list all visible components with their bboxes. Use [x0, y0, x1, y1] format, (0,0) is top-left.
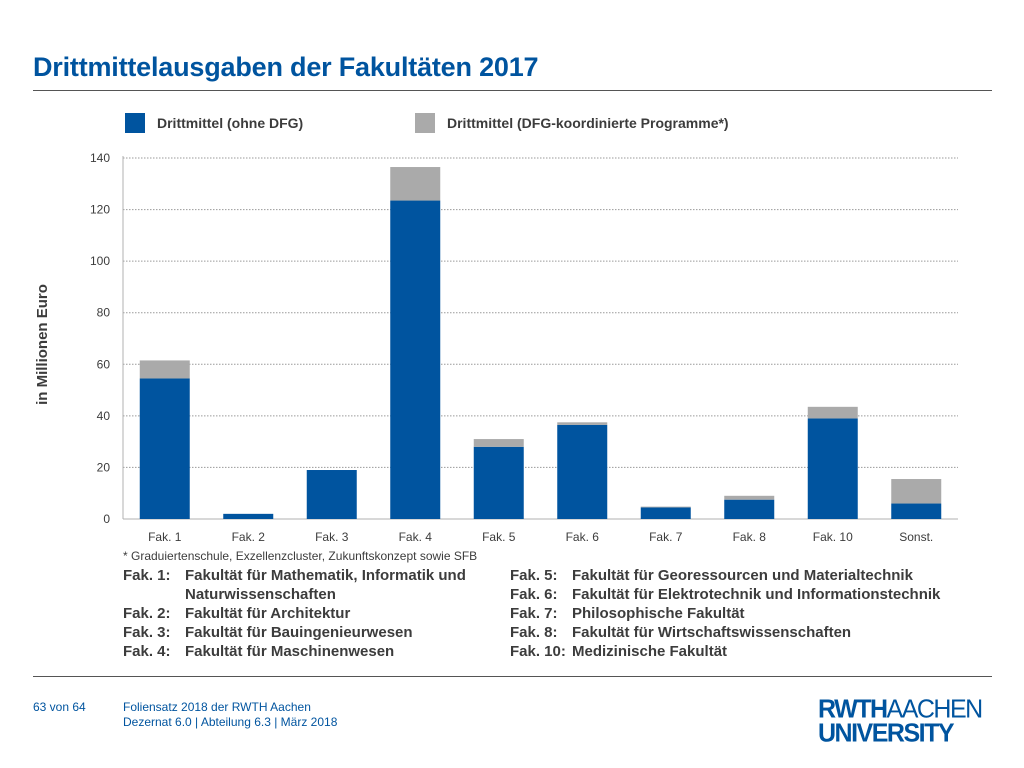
faculty-legend-item: Fak. 10: Medizinische Fakultät [510, 642, 970, 661]
y-tick-label: 60 [97, 357, 111, 371]
legend-swatch [415, 113, 435, 133]
footer-text: Foliensatz 2018 der RWTH Aachen Dezernat… [123, 700, 337, 730]
faculty-code: Fak. 3: [123, 624, 171, 641]
faculty-legend-item: Fak. 7: Philosophische Fakultät [510, 604, 970, 623]
faculty-name: Fakultät für Elektrotechnik und Informat… [572, 586, 941, 603]
y-tick-label: 140 [90, 151, 110, 165]
title-divider [33, 90, 992, 91]
faculty-legend-item: Fak. 8: Fakultät für Wirtschaftswissensc… [510, 623, 970, 642]
logo-rwth: RWTH [818, 694, 888, 724]
y-tick-label: 120 [90, 203, 110, 217]
footer-line-1: Foliensatz 2018 der RWTH Aachen [123, 700, 311, 714]
footer-line-2: Dezernat 6.0 | Abteilung 6.3 | März 2018 [123, 715, 338, 729]
y-tick-label: 40 [97, 409, 111, 423]
bar-segment-dfg [557, 422, 608, 425]
x-tick-label: Fak. 1 [148, 530, 182, 544]
bar-segment-ohne-dfg [390, 200, 441, 519]
faculty-name: Fakultät für Architektur [185, 605, 351, 622]
x-tick-label: Fak. 8 [733, 530, 767, 544]
legend-label: Drittmittel (DFG-koordinierte Programme*… [447, 115, 729, 131]
bar-segment-ohne-dfg [139, 378, 190, 519]
faculty-legend-item: Fak. 5: Fakultät für Georessourcen und M… [510, 566, 970, 585]
x-tick-label: Fak. 6 [566, 530, 600, 544]
chart-footnote: * Graduiertenschule, Exzellenzcluster, Z… [123, 549, 478, 563]
faculty-legend-item: Fak. 2: Fakultät für Architektur [123, 604, 508, 623]
faculty-legend-item: Fak. 1: Fakultät für Mathematik, Informa… [123, 566, 508, 604]
page-title: Drittmittelausgaben der Fakultäten 2017 [33, 52, 539, 82]
x-tick-label: Fak. 5 [482, 530, 516, 544]
bar-segment-ohne-dfg [223, 513, 274, 519]
bar-segment-dfg [807, 406, 858, 419]
x-tick-label: Fak. 7 [649, 530, 683, 544]
y-tick-label: 100 [90, 254, 110, 268]
bar-segment-dfg [891, 479, 942, 504]
x-tick-label: Fak. 2 [232, 530, 266, 544]
x-tick-label: Sonst. [899, 530, 933, 544]
faculty-code: Fak. 2: [123, 605, 171, 622]
page-number: 63 von 64 [33, 700, 86, 714]
x-tick-label: Fak. 4 [399, 530, 433, 544]
bar-segment-ohne-dfg [473, 446, 524, 519]
faculty-legend-item: Fak. 6: Fakultät für Elektrotechnik und … [510, 585, 970, 604]
bar-segment-ohne-dfg [640, 507, 691, 519]
faculty-name: Fakultät für Mathematik, Informatik und … [185, 567, 466, 603]
chart-canvas: 0 20 40 60 80 100 120 140 in Millionen Euro Fak. … [34, 113, 958, 544]
logo-line-1: RWTHAACHEN [818, 694, 994, 724]
faculty-legend-left: Fak. 1: Fakultät für Mathematik, Informa… [123, 566, 508, 661]
faculty-name: Fakultät für Wirtschaftswissenschaften [572, 624, 852, 641]
bar-segment-ohne-dfg [724, 499, 775, 519]
faculty-code: Fak. 10: [510, 643, 566, 660]
faculty-code: Fak. 6: [510, 586, 558, 603]
y-tick-label: 20 [97, 460, 111, 474]
faculty-legend-item: Fak. 4: Fakultät für Maschinenwesen [123, 642, 508, 661]
logo-line-2: UNIVERSITY [818, 718, 955, 748]
faculty-name: Fakultät für Maschinenwesen [185, 643, 395, 660]
faculty-code: Fak. 5: [510, 567, 558, 584]
bar-segment-ohne-dfg [306, 470, 357, 519]
faculty-name: Fakultät für Bauingenieurwesen [185, 624, 413, 641]
bar-segment-ohne-dfg [891, 503, 942, 519]
faculty-code: Fak. 1: [123, 567, 171, 584]
bar-segment-ohne-dfg [807, 418, 858, 519]
faculty-legend-item: Fak. 3: Fakultät für Bauingenieurwesen [123, 623, 508, 642]
bar-segment-dfg [139, 360, 190, 379]
logo-aachen: AACHEN [886, 694, 984, 724]
faculty-code: Fak. 7: [510, 605, 558, 622]
x-tick-label: Fak. 10 [813, 530, 853, 544]
bar-segment-dfg [473, 439, 524, 447]
faculty-code: Fak. 4: [123, 643, 171, 660]
y-tick-label: 80 [97, 306, 111, 320]
faculty-name: Philosophische Fakultät [572, 605, 745, 622]
bar-segment-ohne-dfg [557, 424, 608, 519]
y-axis-label: in Millionen Euro [34, 284, 51, 405]
bar-segment-dfg [724, 495, 775, 500]
bar-segment-dfg [390, 167, 441, 201]
rwth-logo: RWTHAACHEN UNIVERSITY [818, 694, 994, 748]
stacked-bar-chart: 0 20 40 60 80 100 120 140 in Millionen Euro Fak. … [0, 100, 1024, 570]
faculty-legend-right: Fak. 5: Fakultät für Georessourcen und M… [510, 566, 970, 661]
y-tick-label: 0 [103, 512, 110, 526]
footer-divider [33, 676, 992, 677]
legend-label: Drittmittel (ohne DFG) [157, 115, 303, 131]
x-tick-label: Fak. 3 [315, 530, 349, 544]
bar-segment-dfg [640, 506, 691, 508]
faculty-name: Medizinische Fakultät [572, 643, 728, 660]
faculty-name: Fakultät für Georessourcen und Materialt… [572, 567, 913, 584]
legend-swatch [125, 113, 145, 133]
faculty-code: Fak. 8: [510, 624, 558, 641]
